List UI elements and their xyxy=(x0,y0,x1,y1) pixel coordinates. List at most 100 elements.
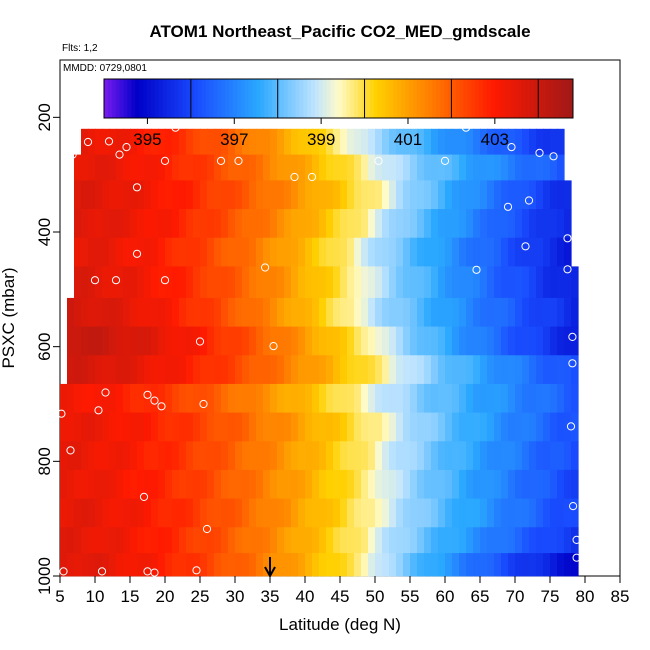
heatmap-cell xyxy=(130,266,138,299)
heatmap-cell xyxy=(242,154,250,181)
heatmap-cell xyxy=(95,297,103,327)
heatmap-cell xyxy=(284,527,292,554)
heatmap-cell xyxy=(557,469,565,499)
heatmap-cell xyxy=(333,128,341,155)
heatmap-cell xyxy=(529,128,537,155)
heatmap-cell xyxy=(60,441,68,471)
heatmap-cell xyxy=(144,128,152,155)
heatmap-cell xyxy=(172,527,180,554)
colorbar-swatch xyxy=(240,79,246,118)
heatmap-cell xyxy=(333,498,341,528)
heatmap-cell xyxy=(298,355,306,385)
colorbar-swatch xyxy=(170,79,175,118)
heatmap-cell xyxy=(270,209,278,239)
heatmap-cell xyxy=(207,180,215,210)
heatmap-cell xyxy=(214,297,222,327)
heatmap-cell xyxy=(494,237,502,267)
heatmap-cell xyxy=(508,383,516,413)
heatmap-cell xyxy=(102,527,110,554)
colorbar-swatch xyxy=(252,79,257,118)
heatmap-cell xyxy=(263,355,271,385)
heatmap-cell xyxy=(550,412,558,442)
colorbar-swatch xyxy=(205,79,211,118)
heatmap-cell xyxy=(144,553,152,577)
observation-point xyxy=(150,396,159,405)
colorbar-swatch xyxy=(264,79,269,118)
heatmap-cell xyxy=(438,209,446,239)
heatmap-cell xyxy=(109,326,117,356)
heatmap-cell xyxy=(501,498,509,528)
colorbar-swatch xyxy=(444,79,449,118)
heatmap-cell xyxy=(130,469,138,499)
heatmap-cell xyxy=(200,553,208,577)
heatmap-cell xyxy=(564,498,572,528)
heatmap-cell xyxy=(221,326,229,356)
heatmap-cell xyxy=(109,154,117,181)
heatmap-cell xyxy=(116,128,124,155)
colorbar-swatch xyxy=(143,79,148,118)
heatmap-cell xyxy=(116,527,124,554)
heatmap-cell xyxy=(417,469,425,499)
heatmap-cell xyxy=(151,441,159,471)
colorbar-swatch xyxy=(221,79,226,118)
heatmap-cell xyxy=(298,469,306,499)
colorbar-swatch xyxy=(166,79,171,118)
heatmap-cell xyxy=(403,412,411,442)
heatmap-cell xyxy=(270,326,278,356)
heatmap-cell xyxy=(473,441,481,471)
colorbar-swatch xyxy=(279,79,285,118)
heatmap-cell xyxy=(354,383,362,413)
heatmap-cell xyxy=(543,383,551,413)
heatmap-cell xyxy=(340,266,348,299)
heatmap-cell xyxy=(438,154,446,181)
heatmap-cell xyxy=(480,383,488,413)
heatmap-cell xyxy=(403,383,411,413)
heatmap-cell xyxy=(396,412,404,442)
heatmap-cell xyxy=(130,180,138,210)
heatmap-cell xyxy=(235,355,243,385)
colorbar-swatch xyxy=(483,79,488,118)
heatmap-cell xyxy=(501,266,509,299)
heatmap-cell xyxy=(186,154,194,181)
y-axis-label: PSXC (mbar) xyxy=(0,267,18,368)
heatmap-cell xyxy=(165,469,173,499)
heatmap-cell xyxy=(445,237,453,267)
colorbar-swatch xyxy=(440,79,445,118)
heatmap-cell xyxy=(256,154,264,181)
heatmap-cell xyxy=(424,237,432,267)
heatmap-cell xyxy=(459,237,467,267)
observation-point xyxy=(59,567,68,576)
heatmap-cell xyxy=(74,498,82,528)
heatmap-cell xyxy=(291,412,299,442)
heatmap-cell xyxy=(466,527,474,554)
heatmap-cell xyxy=(151,297,159,327)
heatmap-cell xyxy=(466,237,474,267)
heatmap-cell xyxy=(109,469,117,499)
heatmap-cell xyxy=(67,498,75,528)
heatmap-cell xyxy=(515,527,523,554)
heatmap-cell xyxy=(494,297,502,327)
heatmap-cell xyxy=(123,527,131,554)
heatmap-cell xyxy=(480,180,488,210)
heatmap-cell xyxy=(459,266,467,299)
heatmap-cell xyxy=(74,527,82,554)
heatmap-cell xyxy=(200,154,208,181)
heatmap-cell xyxy=(200,209,208,239)
heatmap-cell xyxy=(522,498,530,528)
heatmap-cell xyxy=(81,154,89,181)
heatmap-cell xyxy=(207,266,215,299)
colorbar-swatch xyxy=(189,79,195,118)
heatmap-cell xyxy=(375,498,383,528)
heatmap-cell xyxy=(340,553,348,577)
heatmap-cell xyxy=(186,412,194,442)
heatmap-cell xyxy=(396,553,404,577)
heatmap-cell xyxy=(221,412,229,442)
heatmap-cell xyxy=(256,412,264,442)
heatmap-cell xyxy=(410,326,418,356)
heatmap-cell xyxy=(109,527,117,554)
heatmap-cell xyxy=(207,326,215,356)
heatmap-cell xyxy=(235,441,243,471)
heatmap-cell xyxy=(277,527,285,554)
heatmap-cell xyxy=(193,266,201,299)
heatmap-cell xyxy=(116,469,124,499)
